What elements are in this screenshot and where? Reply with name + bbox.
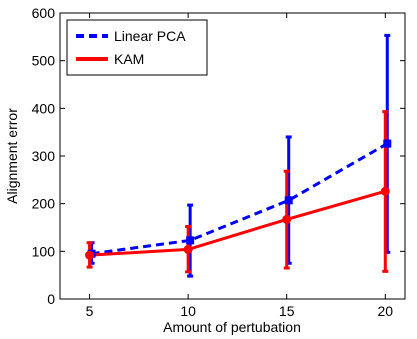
y-tick-label: 600 (32, 5, 56, 21)
y-tick-label: 100 (32, 243, 56, 259)
y-tick-label: 300 (32, 148, 56, 164)
linear-pca-line (91, 142, 389, 256)
kam-point (183, 244, 193, 254)
kam-point (282, 214, 292, 224)
y-tick-label: 500 (32, 53, 56, 69)
kam-point (380, 186, 390, 196)
legend-box (66, 19, 208, 76)
legend-label-kam: KAM (114, 51, 144, 67)
x-axis-label: Amount of pertubation (163, 319, 301, 335)
kam-line (89, 189, 386, 257)
markers-layer (85, 139, 392, 260)
y-tick-label: 400 (32, 100, 56, 116)
y-axis-label: Alignment error (4, 108, 20, 204)
lines-layer (89, 142, 389, 257)
x-tick-label: 20 (377, 303, 393, 319)
y-tick-label: 0 (47, 291, 55, 307)
x-tick-label: 15 (279, 303, 295, 319)
kam-point (85, 250, 95, 260)
linear-pca-point (383, 139, 392, 148)
x-tick-label: 10 (180, 303, 196, 319)
legend: Linear PCA KAM (66, 19, 208, 76)
linear-pca-point (186, 236, 195, 245)
y-tick-label: 200 (32, 196, 56, 212)
x-tick-label: 5 (86, 303, 94, 319)
legend-label-linear-pca: Linear PCA (114, 28, 186, 44)
linear-pca-point (284, 196, 293, 205)
